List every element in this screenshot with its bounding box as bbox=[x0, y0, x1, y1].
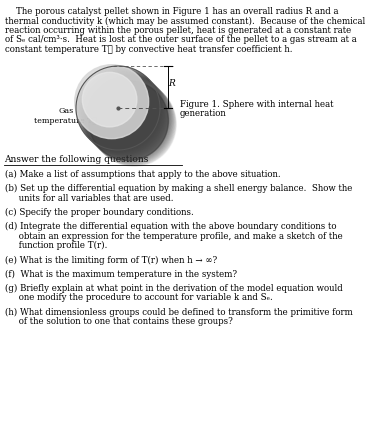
Text: units for all variables that are used.: units for all variables that are used. bbox=[5, 194, 173, 203]
Circle shape bbox=[91, 81, 175, 165]
Text: of Sₑ cal/cm³·s.  Heat is lost at the outer surface of the pellet to a gas strea: of Sₑ cal/cm³·s. Heat is lost at the out… bbox=[5, 36, 357, 44]
Text: function profile T(r).: function profile T(r). bbox=[5, 241, 107, 250]
Text: (c) Specify the proper boundary conditions.: (c) Specify the proper boundary conditio… bbox=[5, 208, 194, 217]
Text: thermal conductivity k (which may be assumed constant).  Because of the chemical: thermal conductivity k (which may be ass… bbox=[5, 16, 365, 26]
Text: Gas
temperature T⁧: Gas temperature T⁧ bbox=[34, 107, 97, 125]
Circle shape bbox=[86, 76, 170, 160]
Circle shape bbox=[91, 80, 174, 165]
Text: reaction occurring within the porous pellet, heat is generated at a constant rat: reaction occurring within the porous pel… bbox=[5, 26, 351, 35]
Circle shape bbox=[75, 65, 149, 139]
Circle shape bbox=[92, 82, 176, 166]
Text: constant temperature T⁧ by convective heat transfer coefficient h.: constant temperature T⁧ by convective he… bbox=[5, 45, 292, 54]
Circle shape bbox=[84, 75, 168, 159]
Circle shape bbox=[90, 80, 174, 164]
Circle shape bbox=[82, 72, 166, 156]
Text: (g) Briefly explain at what point in the derivation of the model equation would: (g) Briefly explain at what point in the… bbox=[5, 284, 343, 293]
Circle shape bbox=[77, 67, 161, 151]
Circle shape bbox=[81, 71, 165, 155]
Circle shape bbox=[85, 75, 169, 159]
Text: obtain an expression for the temperature profile, and make a sketch of the: obtain an expression for the temperature… bbox=[5, 232, 343, 241]
Circle shape bbox=[79, 69, 164, 153]
Circle shape bbox=[78, 68, 162, 152]
Circle shape bbox=[89, 79, 173, 163]
Text: R: R bbox=[168, 79, 175, 88]
Text: (e) What is the limiting form of T(r) when h → ∞?: (e) What is the limiting form of T(r) wh… bbox=[5, 255, 217, 265]
Text: Answer the following questions: Answer the following questions bbox=[4, 155, 149, 164]
Text: (f)  What is the maximum temperature in the system?: (f) What is the maximum temperature in t… bbox=[5, 270, 237, 279]
Text: (a) Make a list of assumptions that apply to the above situation.: (a) Make a list of assumptions that appl… bbox=[5, 170, 281, 179]
Circle shape bbox=[88, 78, 172, 162]
Text: (d) Integrate the differential equation with the above boundary conditions to: (d) Integrate the differential equation … bbox=[5, 222, 337, 231]
Circle shape bbox=[83, 73, 167, 157]
Circle shape bbox=[76, 66, 160, 150]
Text: one modify the procedure to account for variable k and Sₑ.: one modify the procedure to account for … bbox=[5, 293, 273, 302]
Text: Figure 1. Sphere with internal heat: Figure 1. Sphere with internal heat bbox=[180, 100, 334, 109]
Circle shape bbox=[87, 77, 171, 161]
Text: (h) What dimensionless groups could be defined to transform the primitive form: (h) What dimensionless groups could be d… bbox=[5, 308, 353, 317]
Text: (b) Set up the differential equation by making a shell energy balance.  Show the: (b) Set up the differential equation by … bbox=[5, 184, 352, 194]
Circle shape bbox=[82, 72, 137, 127]
Circle shape bbox=[79, 69, 163, 153]
Circle shape bbox=[85, 75, 169, 159]
Circle shape bbox=[89, 81, 168, 160]
Circle shape bbox=[92, 82, 176, 166]
Text: of the solution to one that contains these groups?: of the solution to one that contains the… bbox=[5, 317, 233, 326]
Circle shape bbox=[82, 71, 166, 155]
Circle shape bbox=[80, 70, 164, 154]
Circle shape bbox=[89, 79, 173, 163]
Circle shape bbox=[88, 78, 172, 163]
Circle shape bbox=[87, 77, 171, 161]
Circle shape bbox=[77, 67, 161, 151]
Circle shape bbox=[76, 66, 160, 150]
Text: The porous catalyst pellet shown in Figure 1 has an overall radius R and a: The porous catalyst pellet shown in Figu… bbox=[5, 7, 338, 16]
Circle shape bbox=[84, 74, 168, 158]
Text: generation: generation bbox=[180, 110, 227, 119]
Circle shape bbox=[83, 73, 167, 157]
Circle shape bbox=[78, 67, 162, 152]
Circle shape bbox=[80, 71, 165, 155]
